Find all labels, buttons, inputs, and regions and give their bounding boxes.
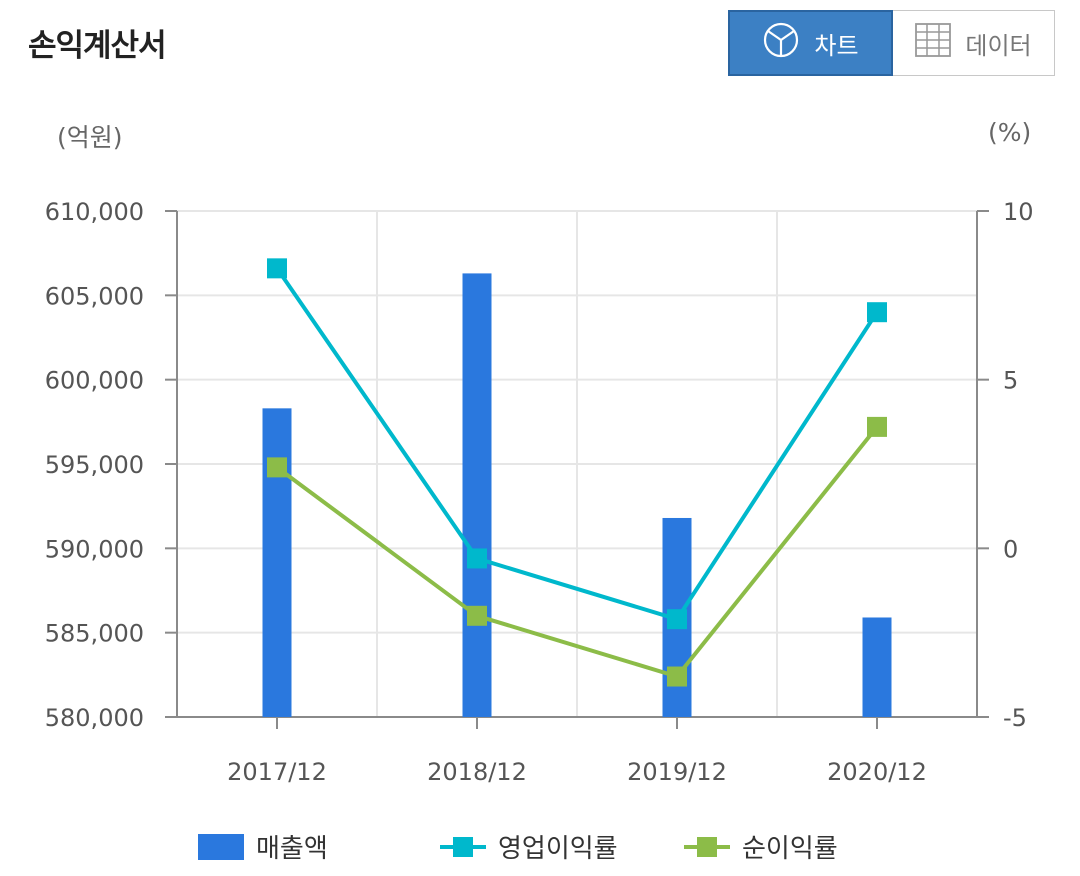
point-net-margin bbox=[667, 666, 687, 687]
legend-line-swatch bbox=[440, 834, 486, 860]
bar-revenue bbox=[262, 408, 292, 717]
bar-revenue bbox=[462, 273, 492, 717]
legend-line-swatch bbox=[684, 834, 730, 860]
right-tick-label: 5 bbox=[1003, 367, 1018, 395]
right-axis-unit: (%) bbox=[988, 118, 1032, 147]
chart-legend: 매출액 영업이익률 순이익률 bbox=[0, 828, 1080, 868]
x-tick-label: 2017/12 bbox=[227, 758, 327, 786]
bar-revenue bbox=[862, 617, 892, 717]
right-tick-label: 10 bbox=[1003, 198, 1034, 226]
legend-label-operating-margin: 영업이익률 bbox=[498, 834, 618, 864]
left-tick-label: 595,000 bbox=[45, 451, 144, 479]
point-net-margin bbox=[267, 457, 287, 478]
point-operating-margin bbox=[467, 548, 487, 569]
data-view-label: 데이터 bbox=[965, 31, 1032, 60]
pie-chart-icon bbox=[762, 21, 800, 65]
left-tick-label: 585,000 bbox=[45, 620, 144, 648]
data-view-button[interactable]: 데이터 bbox=[893, 11, 1054, 75]
left-tick-label: 600,000 bbox=[45, 367, 144, 395]
table-icon bbox=[915, 23, 952, 63]
page-title: 손익계산서 bbox=[28, 28, 167, 64]
legend-item-operating-margin[interactable]: 영업이익률 bbox=[440, 828, 618, 865]
legend-label-net-margin: 순이익률 bbox=[742, 834, 838, 864]
left-tick-label: 605,000 bbox=[45, 282, 144, 310]
point-net-margin bbox=[467, 605, 487, 626]
x-tick-label: 2019/12 bbox=[627, 758, 727, 786]
legend-bar-swatch bbox=[198, 833, 244, 860]
left-axis-unit: (억원) bbox=[57, 123, 123, 152]
x-tick-label: 2020/12 bbox=[827, 758, 927, 786]
point-net-margin bbox=[867, 416, 887, 437]
x-tick-label: 2018/12 bbox=[427, 758, 527, 786]
point-operating-margin bbox=[667, 609, 687, 630]
legend-item-revenue[interactable]: 매출액 bbox=[198, 828, 328, 865]
point-operating-margin bbox=[867, 302, 887, 323]
left-tick-label: 590,000 bbox=[45, 535, 144, 563]
legend-label-revenue: 매출액 bbox=[256, 834, 328, 864]
line-net-margin bbox=[275, 425, 879, 679]
view-toggle: 차트 데이터 bbox=[728, 10, 1055, 76]
right-tick-label: -5 bbox=[1003, 704, 1027, 732]
point-operating-margin bbox=[267, 258, 287, 279]
right-tick-label: 0 bbox=[1003, 535, 1018, 563]
left-tick-label: 580,000 bbox=[45, 704, 144, 732]
chart-view-label: 차트 bbox=[814, 31, 859, 60]
line-operating-margin bbox=[275, 267, 879, 622]
chart-view-button[interactable]: 차트 bbox=[728, 10, 893, 76]
legend-item-net-margin[interactable]: 순이익률 bbox=[684, 828, 838, 865]
left-tick-label: 610,000 bbox=[45, 198, 144, 226]
